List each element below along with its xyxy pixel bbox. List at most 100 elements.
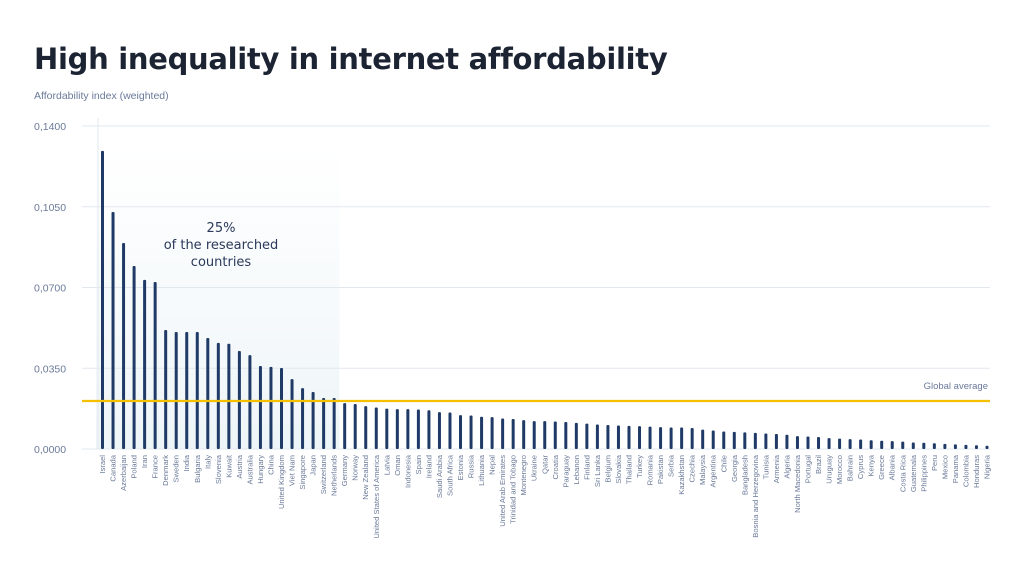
x-tick-label: Tunisia bbox=[761, 454, 770, 479]
bar bbox=[280, 368, 284, 449]
x-tick-label: Netherlands bbox=[330, 455, 339, 496]
bar bbox=[932, 443, 936, 449]
bar bbox=[406, 409, 410, 449]
x-tick-label: United Arab Emirates bbox=[498, 455, 507, 527]
x-tick-label: Italy bbox=[203, 455, 212, 469]
highlight-annotation: of the researched bbox=[164, 238, 279, 253]
bar bbox=[911, 442, 915, 449]
bar bbox=[195, 332, 199, 449]
bar bbox=[227, 343, 231, 449]
highlight-annotation: 25% bbox=[207, 221, 236, 236]
x-tick-label: India bbox=[182, 454, 191, 471]
bar bbox=[385, 408, 389, 449]
x-tick-label: Georgia bbox=[730, 454, 739, 482]
bar bbox=[122, 242, 126, 449]
bar bbox=[395, 409, 399, 449]
x-tick-label: Serbia bbox=[667, 454, 676, 477]
bar bbox=[553, 421, 557, 449]
x-tick-label: Azerbaijan bbox=[119, 455, 128, 491]
bar bbox=[564, 422, 568, 449]
bar bbox=[543, 421, 547, 449]
bar bbox=[806, 436, 810, 449]
x-tick-label: Argentina bbox=[709, 454, 718, 487]
x-tick-label: Turkey bbox=[635, 455, 644, 478]
bar bbox=[848, 439, 852, 449]
x-tick-label: Czechia bbox=[688, 454, 697, 482]
x-tick-label: Belgium bbox=[603, 455, 612, 482]
x-tick-label: Viet Nam bbox=[288, 455, 297, 486]
x-tick-label: Saudi Arabia bbox=[435, 454, 444, 498]
bar bbox=[880, 440, 884, 449]
x-tick-label: Armenia bbox=[772, 454, 781, 483]
x-tick-label: Guatemala bbox=[909, 454, 918, 492]
x-tick-label: Finland bbox=[582, 455, 591, 480]
x-tick-label: China bbox=[266, 454, 275, 475]
bar bbox=[764, 433, 768, 449]
bar bbox=[111, 212, 115, 449]
x-tick-label: Sweden bbox=[172, 455, 181, 482]
bar bbox=[290, 379, 294, 449]
x-tick-label: Israel bbox=[98, 455, 107, 474]
bar bbox=[437, 412, 441, 449]
bar bbox=[732, 431, 736, 449]
x-tick-label: Cyprus bbox=[856, 455, 865, 479]
x-tick-label: United States of America bbox=[372, 454, 381, 538]
x-tick-label: Brazil bbox=[814, 455, 823, 474]
x-tick-label: Colombia bbox=[961, 454, 970, 487]
y-tick-label: 0,0350 bbox=[34, 363, 66, 375]
x-tick-label: Denmark bbox=[161, 455, 170, 486]
x-tick-label: Sri Lanka bbox=[593, 454, 602, 487]
bar bbox=[101, 150, 104, 449]
x-tick-label: Bosnia and Herzegovina bbox=[751, 454, 760, 538]
bar bbox=[817, 437, 821, 449]
bar bbox=[448, 412, 452, 449]
bar bbox=[690, 428, 694, 449]
bar bbox=[427, 410, 431, 449]
x-tick-label: Ireland bbox=[424, 455, 433, 478]
x-tick-label: Singapore bbox=[298, 455, 307, 490]
bar bbox=[701, 429, 705, 449]
x-tick-label: Thailand bbox=[624, 455, 633, 484]
bar bbox=[985, 445, 989, 449]
x-tick-label: New Zealand bbox=[361, 455, 370, 500]
bar bbox=[153, 281, 157, 449]
bar bbox=[416, 409, 420, 449]
x-tick-label: Greece bbox=[877, 455, 886, 480]
bar bbox=[585, 423, 589, 449]
bar bbox=[711, 430, 715, 449]
bar bbox=[743, 432, 747, 449]
x-tick-label: Kenya bbox=[867, 454, 876, 476]
bar bbox=[532, 421, 536, 449]
bar bbox=[901, 441, 905, 449]
x-tick-label: Austria bbox=[235, 454, 244, 478]
x-tick-label: Philippines bbox=[919, 455, 928, 492]
x-tick-label: Spain bbox=[414, 455, 423, 474]
bar bbox=[143, 279, 147, 449]
bar bbox=[511, 419, 515, 449]
x-tick-label: Germany bbox=[340, 455, 349, 486]
x-tick-label: Morocco bbox=[835, 455, 844, 484]
x-tick-label: Kuwait bbox=[224, 454, 233, 478]
bar bbox=[459, 415, 463, 449]
x-tick-label: South Africa bbox=[445, 454, 454, 496]
bar bbox=[922, 442, 926, 449]
x-tick-label: Poland bbox=[130, 455, 139, 479]
x-tick-label: Montenegro bbox=[519, 455, 528, 496]
x-tick-label: Peru bbox=[930, 455, 939, 471]
bar bbox=[827, 438, 831, 449]
x-tick-label: France bbox=[151, 455, 160, 479]
bar bbox=[322, 398, 326, 449]
x-tick-label: Bahrain bbox=[846, 455, 855, 481]
bar bbox=[859, 439, 863, 449]
x-tick-label: Switzerland bbox=[319, 455, 328, 494]
x-tick-label: Lithuania bbox=[477, 454, 486, 486]
x-tick-label: Slovakia bbox=[614, 454, 623, 483]
bar bbox=[669, 427, 673, 449]
bar bbox=[638, 426, 642, 449]
bar bbox=[774, 434, 778, 449]
x-tick-label: Paraguay bbox=[561, 455, 570, 488]
x-tick-label: Mexico bbox=[940, 455, 949, 479]
bar bbox=[890, 441, 894, 449]
x-tick-label: United Kingdom bbox=[277, 455, 286, 509]
x-tick-label: Lebanon bbox=[572, 455, 581, 485]
